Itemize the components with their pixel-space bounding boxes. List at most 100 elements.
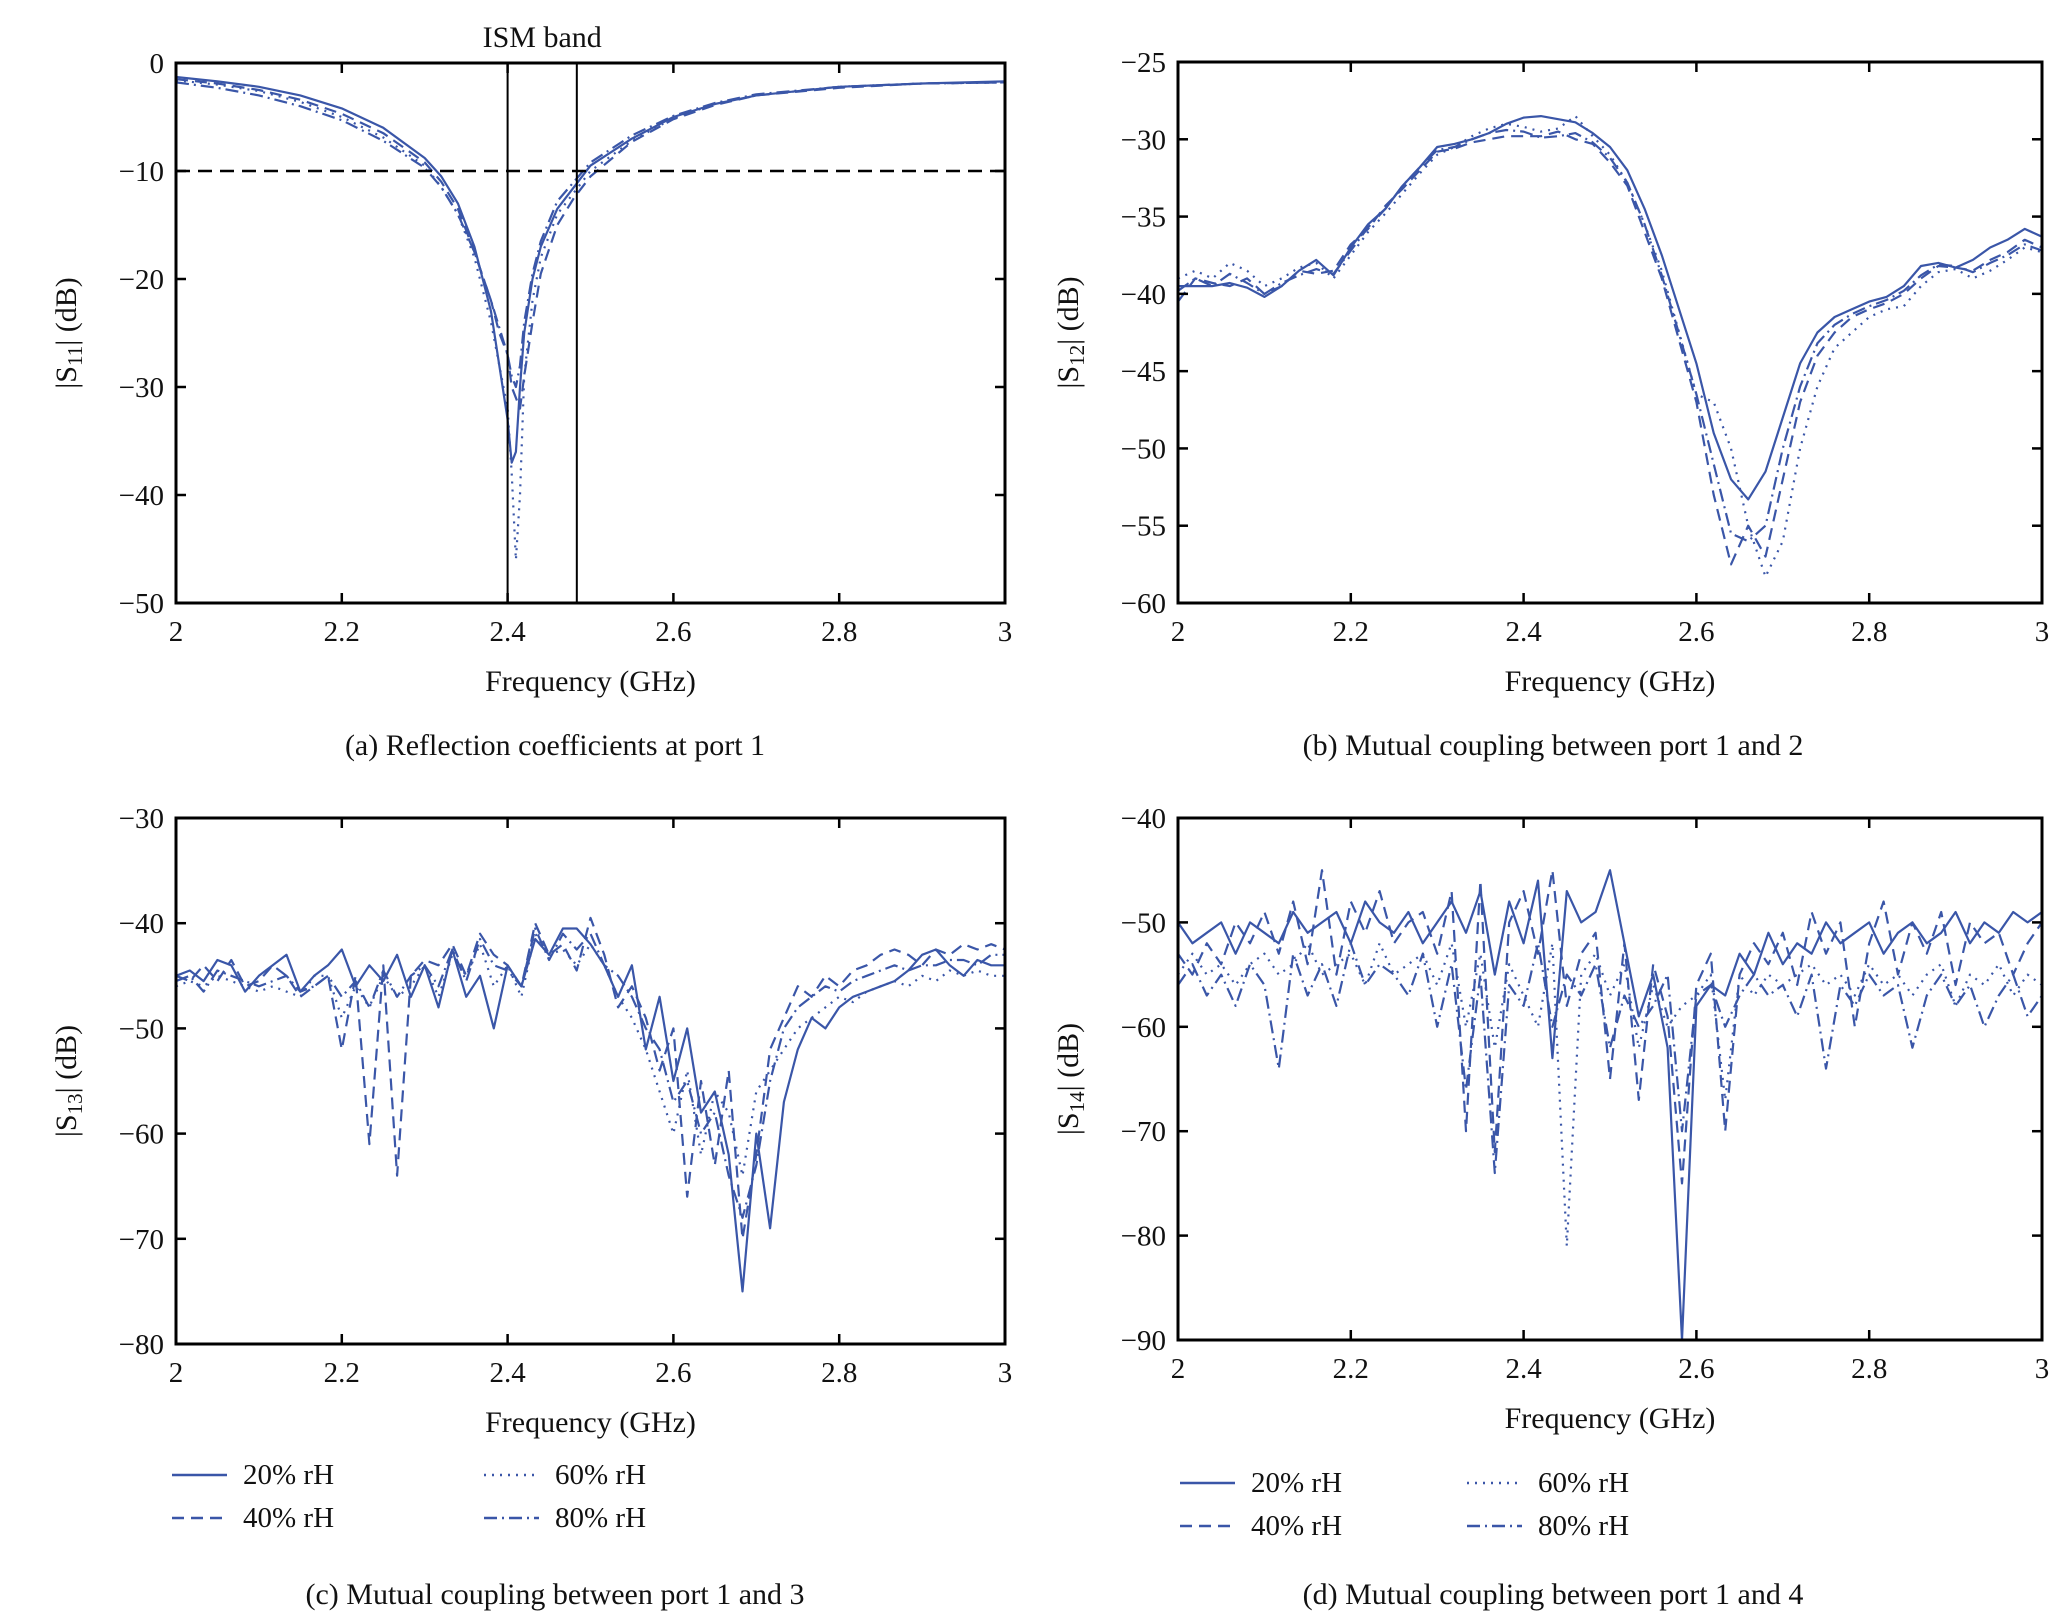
series-line-60-rh [1178,942,2042,1248]
x-tick-label: 2.4 [489,1357,526,1389]
x-tick-label: 2.4 [1505,1353,1542,1385]
x-tick-label: 2.6 [655,1357,691,1389]
x-tick-label: 2.8 [821,1357,857,1389]
chart-panel-d: 2 2.2 2.4 2.6 2.8 3 −40 −50 −60 −70 −80 −90 Frequenc… [1052,803,2049,1611]
series-line-40-rh [1178,869,2042,1185]
chart-panel-a: ISM band 2 2.2 2.4 2.6 2.8 3 0 −10 −20 −30 −40 −50 Fr… [50,21,1012,762]
x-axis-label: Frequency (GHz) [485,665,696,698]
x-tick-label: 2 [1171,616,1186,648]
x-tick-label: 2.8 [821,616,857,648]
series-line-40-rh [176,78,1005,410]
y-tick-label: −55 [1121,511,1166,543]
series-line-20-rh [176,927,1005,1293]
legend-label: 20% rH [1251,1467,1342,1499]
y-tick-label: −20 [119,264,164,296]
y-axis-label-prefix: |S [1052,1112,1085,1135]
legend-item: 80% rH [484,1502,646,1534]
y-tick-label: −35 [1121,202,1166,234]
series-line-20-rh [1178,115,2042,501]
y-tick-label: −70 [1121,1116,1166,1148]
panel-caption: (d) Mutual coupling between port 1 and 4 [1303,1578,1804,1611]
legend-item: 20% rH [1180,1467,1342,1499]
y-tick-label: −60 [119,1119,164,1151]
x-tick-label: 2.4 [489,616,526,648]
legend-item: 60% rH [484,1459,646,1491]
x-tick-label: 3 [2035,616,2050,648]
plot-frame [1176,60,2044,605]
y-tick-label: −80 [1121,1221,1166,1253]
y-axis-label-prefix: |S [1052,366,1085,389]
plot-frame [174,61,1007,605]
legend-label: 60% rH [1538,1467,1629,1499]
x-tick-label: 2.2 [324,616,360,648]
y-axis-label-prefix: |S [50,1114,83,1137]
y-axis-label: |S11| (dB) [50,277,87,388]
legend-item: 80% rH [1467,1510,1629,1542]
y-tick-label: −60 [1121,1012,1166,1044]
y-tick-label: −30 [119,803,164,835]
legend-label: 80% rH [1538,1510,1629,1542]
y-axis-label: |S14| (dB) [1052,1023,1089,1135]
y-axis-label: |S12| (dB) [1052,276,1089,388]
y-tick-label: −50 [1121,433,1166,465]
y-tick-label: 0 [150,48,165,80]
y-axis-label-suffix: | (dB) [50,1025,83,1094]
chart-panel-b: 2 2.2 2.4 2.6 2.8 3 −25 −30 −35 −40 −45 −50 −55 −60 Fr… [1052,47,2049,762]
x-tick-label: 3 [998,616,1013,648]
y-axis-label-subscript: 11 [63,346,87,366]
legend-item: 40% rH [172,1502,334,1534]
y-tick-label: −30 [1121,124,1166,156]
y-tick-label: −40 [119,908,164,940]
y-tick-label: −30 [119,372,164,404]
series-line-80-rh [1178,942,2042,1175]
y-axis-label: |S13| (dB) [50,1025,87,1137]
series-line-40-rh [176,916,1005,1240]
x-tick-label: 2.8 [1851,1353,1887,1385]
chart-panel-c: 2 2.2 2.4 2.6 2.8 3 −30 −40 −50 −60 −70 −80 Frequenc… [50,803,1012,1611]
x-tick-label: 2 [1171,1353,1186,1385]
panel-caption: (b) Mutual coupling between port 1 and 2 [1303,729,1804,762]
legend: 20% rH 40% rH 60% rH 80% rH [172,1459,646,1534]
panel-caption: (c) Mutual coupling between port 1 and 3 [305,1578,804,1611]
y-axis-label-subscript: 13 [63,1093,87,1114]
plot-frame [174,816,1007,1346]
y-tick-label: −50 [1121,907,1166,939]
x-tick-label: 3 [2035,1353,2050,1385]
legend-item: 20% rH [172,1459,334,1491]
y-tick-label: −45 [1121,356,1166,388]
y-tick-label: −50 [119,588,164,620]
series-line-80-rh [176,81,1005,389]
y-tick-label: −40 [1121,803,1166,835]
x-tick-label: 2.2 [1333,616,1369,648]
x-tick-label: 2.2 [1333,1353,1369,1385]
y-tick-label: −40 [1121,279,1166,311]
y-tick-label: −80 [119,1329,164,1361]
x-tick-label: 2 [169,1357,184,1389]
legend-label: 40% rH [243,1502,334,1534]
series-line-80-rh [1178,128,2042,543]
series-line-60-rh [176,932,1005,1177]
y-axis-label-suffix: | (dB) [1052,1023,1085,1092]
x-tick-label: 2.6 [1678,616,1714,648]
x-tick-label: 2.8 [1851,616,1887,648]
legend-label: 40% rH [1251,1510,1342,1542]
legend-label: 60% rH [555,1459,646,1491]
legend-label: 80% rH [555,1502,646,1534]
y-tick-label: −10 [119,156,164,188]
x-tick-label: 2.6 [1678,1353,1714,1385]
series-line-80-rh [176,927,1005,1219]
x-tick-label: 2.4 [1505,616,1542,648]
legend-item: 40% rH [1180,1510,1342,1542]
x-tick-label: 2 [169,616,184,648]
legend-label: 20% rH [243,1459,334,1491]
x-axis-label: Frequency (GHz) [1505,1402,1716,1435]
plot-frame [1176,816,2044,1342]
x-axis-label: Frequency (GHz) [1505,665,1716,698]
y-tick-label: −90 [1121,1325,1166,1357]
y-tick-label: −70 [119,1224,164,1256]
y-axis-label-suffix: | (dB) [50,277,83,346]
y-axis-label-subscript: 14 [1065,1091,1089,1113]
y-tick-label: −40 [119,480,164,512]
legend-item: 60% rH [1467,1467,1629,1499]
series-line-60-rh [176,79,1005,561]
